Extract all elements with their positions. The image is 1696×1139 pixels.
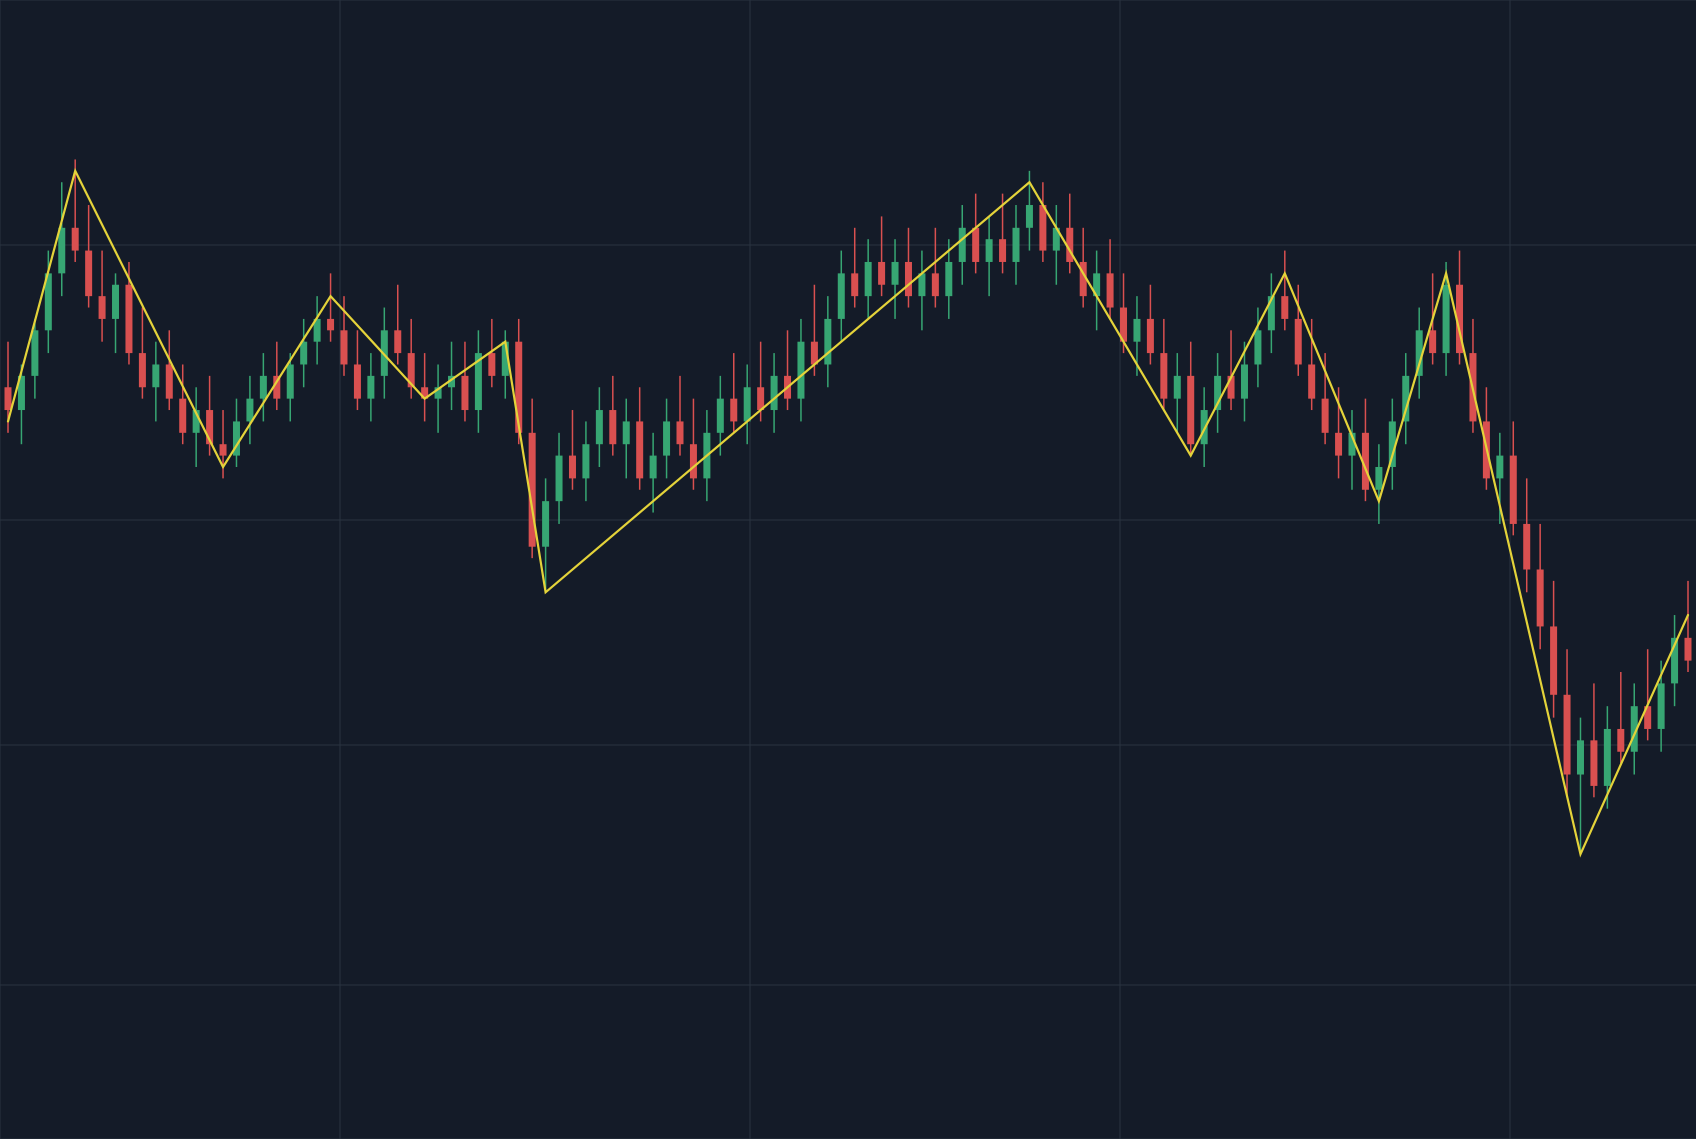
candlestick-chart[interactable] (0, 0, 1696, 1139)
chart-svg (0, 0, 1696, 1139)
chart-background (0, 0, 1696, 1139)
